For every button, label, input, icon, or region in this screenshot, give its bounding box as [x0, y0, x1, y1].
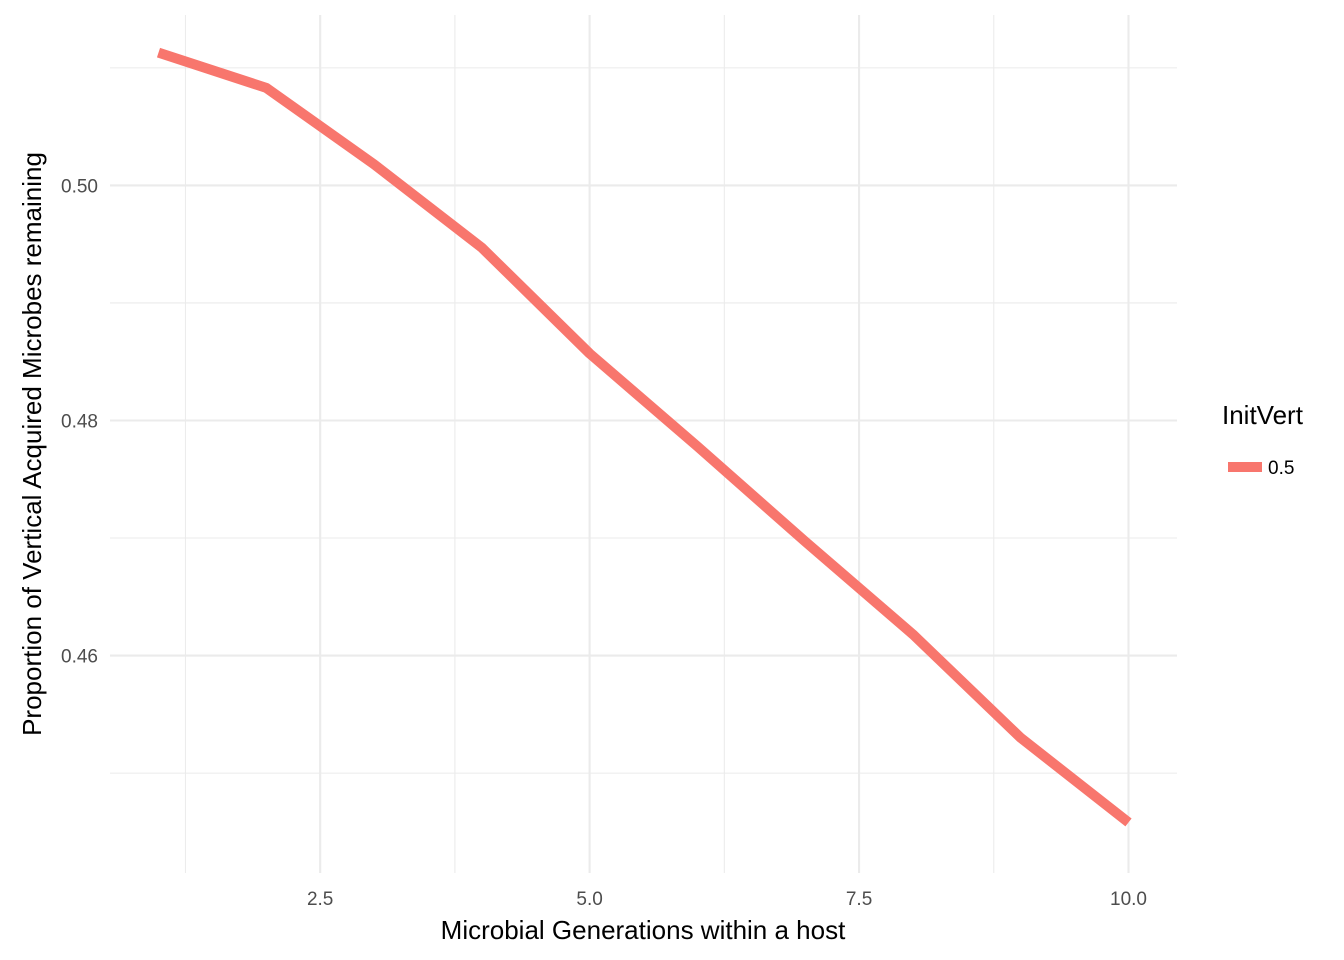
x-axis-ticks: 2.5 5.0 7.5 10.0 — [307, 889, 1147, 910]
legend-label: 0.5 — [1268, 458, 1294, 479]
legend: InitVert 0.5 — [1222, 400, 1304, 479]
legend-title: InitVert — [1222, 400, 1304, 430]
y-axis-title: Proportion of Vertical Acquired Microbes… — [17, 152, 47, 736]
series-layer — [156, 47, 1132, 827]
y-tick-label: 0.50 — [61, 176, 98, 197]
series-line — [156, 47, 1132, 827]
x-tick-label: 5.0 — [576, 889, 602, 910]
y-axis-ticks: 0.46 0.48 0.50 — [61, 176, 98, 667]
x-tick-label: 10.0 — [1110, 889, 1147, 910]
y-tick-label: 0.46 — [61, 647, 98, 668]
x-tick-label: 2.5 — [307, 889, 333, 910]
y-tick-label: 0.48 — [61, 411, 98, 432]
legend-entries: 0.5 — [1228, 458, 1294, 479]
x-axis-title: Microbial Generations within a host — [441, 915, 846, 945]
x-tick-label: 7.5 — [846, 889, 872, 910]
grid-lines — [110, 15, 1177, 873]
